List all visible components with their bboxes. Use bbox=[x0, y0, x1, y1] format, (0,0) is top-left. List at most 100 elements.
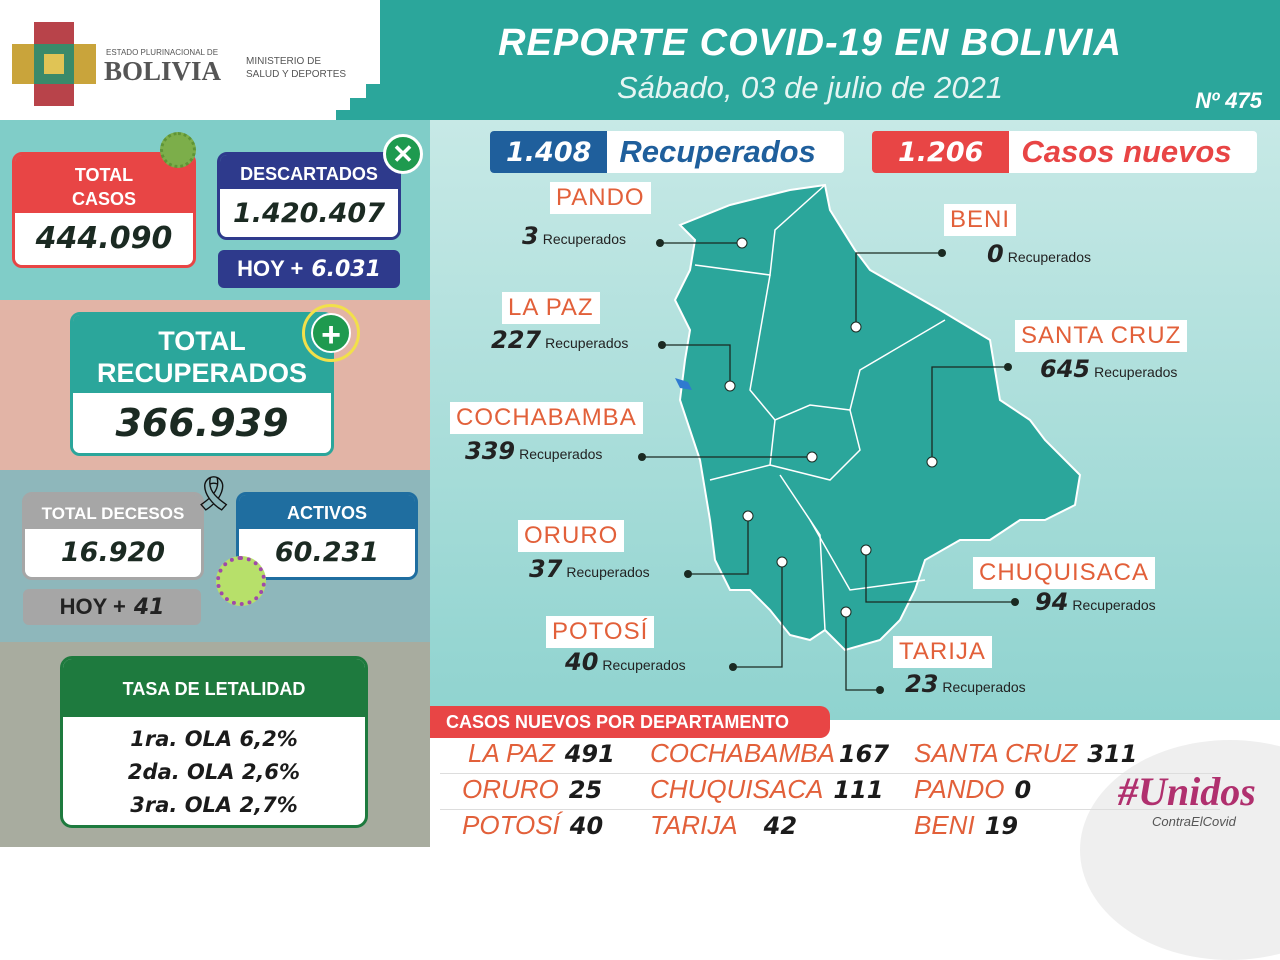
campaign-sub: ContraElCovid bbox=[1152, 814, 1236, 829]
descartados-card: DESCARTADOS 1.420.407 bbox=[217, 152, 401, 240]
bolivia-map bbox=[673, 183, 1082, 652]
activos-label: ACTIVOS bbox=[239, 495, 415, 529]
dept-value: 19 bbox=[984, 812, 1019, 840]
dept-label-potosi: POTOSÍ bbox=[546, 616, 655, 648]
table-cell: POTOSÍ 40 bbox=[462, 810, 603, 841]
letalidad-line: 1ra. OLA 6,2% bbox=[130, 727, 298, 751]
letalidad-card: TASA DE LETALIDAD 1ra. OLA 6,2% 2da. OLA… bbox=[60, 656, 368, 828]
rec-word: Recuperados bbox=[519, 446, 603, 462]
recuperados-badge: 1.408 Recuperados bbox=[490, 131, 844, 173]
rec-value: 339 bbox=[465, 437, 516, 465]
dept-label-chuquisaca: CHUQUISACA bbox=[973, 557, 1156, 589]
table-cell: COCHABAMBA 167 bbox=[650, 738, 889, 769]
total-casos-value: 444.090 bbox=[15, 213, 193, 265]
hoy-value: 6.031 bbox=[311, 256, 381, 282]
casos-nuevos-badge-label: Casos nuevos bbox=[1021, 134, 1232, 169]
total-recuperados-card: TOTAL RECUPERADOS 366.939 bbox=[70, 312, 334, 456]
close-x-icon: ✕ bbox=[383, 134, 423, 174]
rec-value: 37 bbox=[529, 555, 563, 583]
dept-label-pando: PANDO bbox=[550, 182, 651, 214]
dept-label-beni: BENI bbox=[944, 204, 1017, 236]
table-cell: CHUQUISACA 111 bbox=[650, 774, 883, 805]
dept-value: 491 bbox=[564, 740, 615, 768]
decesos-hoy: HOY + 41 bbox=[23, 589, 201, 625]
dept-name: ORURO bbox=[462, 774, 559, 804]
hoy-value: 41 bbox=[133, 594, 165, 620]
total-casos-label2: CASOS bbox=[71, 189, 136, 209]
total-recuperados-label: TOTAL bbox=[158, 326, 246, 356]
total-casos-card: TOTAL CASOS 444.090 bbox=[12, 152, 196, 268]
dept-label-la-paz: LA PAZ bbox=[502, 292, 600, 324]
dept-value: 42 bbox=[763, 812, 798, 840]
logo-small-text: ESTADO PLURINACIONAL DE bbox=[106, 48, 219, 57]
dept-label-tarija: TARIJA bbox=[893, 636, 992, 668]
virus-icon bbox=[160, 132, 196, 168]
bolivia-emblem-icon bbox=[12, 22, 96, 106]
descartados-value: 1.420.407 bbox=[220, 189, 398, 237]
casos-nuevos-title: CASOS NUEVOS POR DEPARTAMENTO bbox=[430, 706, 830, 738]
dept-rec-pando: 3 Recuperados bbox=[522, 222, 626, 250]
hoy-label: HOY + bbox=[59, 594, 126, 619]
letalidad-title: TASA DE LETALIDAD bbox=[63, 659, 365, 717]
rec-word: Recuperados bbox=[942, 679, 1026, 695]
dept-name: SANTA CRUZ bbox=[914, 738, 1078, 768]
dept-name: BENI bbox=[914, 810, 975, 840]
rec-word: Recuperados bbox=[566, 564, 650, 580]
rec-word: Recuperados bbox=[545, 335, 629, 351]
dept-rec-la-paz: 227 Recuperados bbox=[491, 326, 628, 354]
map-shape bbox=[673, 183, 1082, 652]
dept-label-oruro: ORURO bbox=[518, 520, 625, 552]
table-row: LA PAZ 491 COCHABAMBA 167 SANTA CRUZ 311 bbox=[440, 738, 1220, 774]
table-cell: SANTA CRUZ 311 bbox=[914, 738, 1137, 769]
dept-value: 40 bbox=[569, 812, 604, 840]
report-number: Nº 475 bbox=[1195, 88, 1262, 113]
rec-value: 645 bbox=[1040, 355, 1091, 383]
rec-word: Recuperados bbox=[1094, 364, 1178, 380]
dept-label-cochabamba: COCHABAMBA bbox=[450, 402, 643, 434]
table-row: POTOSÍ 40 TARIJA 42 BENI 19 bbox=[440, 810, 1220, 846]
decesos-value: 16.920 bbox=[25, 529, 201, 577]
dept-value: 167 bbox=[838, 740, 890, 768]
letalidad-line: 3ra. OLA 2,7% bbox=[130, 793, 298, 817]
ministry-line1: MINISTERIO DE bbox=[246, 56, 322, 67]
dept-rec-tarija: 23 Recuperados bbox=[905, 670, 1026, 698]
campaign-logo: #Unidos bbox=[1118, 769, 1256, 814]
dept-value: 111 bbox=[833, 776, 884, 804]
dept-rec-beni: 0 Recuperados bbox=[987, 240, 1091, 268]
mourning-ribbon-icon: 🎗 bbox=[192, 475, 236, 513]
dept-name: CHUQUISACA bbox=[650, 774, 824, 804]
recuperados-badge-label: Recuperados bbox=[619, 134, 816, 169]
dept-name: TARIJA bbox=[650, 810, 738, 840]
table-cell: ORURO 25 bbox=[462, 774, 602, 805]
table-cell: TARIJA 42 bbox=[650, 810, 797, 841]
activos-card: ACTIVOS 60.231 bbox=[236, 492, 418, 580]
dept-name: LA PAZ bbox=[468, 738, 555, 768]
dept-rec-santa-cruz: 645 Recuperados bbox=[1040, 355, 1177, 383]
rec-word: Recuperados bbox=[602, 657, 686, 673]
total-recuperados-label2: RECUPERADOS bbox=[96, 358, 308, 388]
dept-value: 25 bbox=[568, 776, 603, 804]
map-leaders bbox=[638, 237, 1019, 694]
hoy-label: HOY + bbox=[237, 256, 304, 281]
recuperados-badge-value: 1.408 bbox=[490, 131, 608, 173]
dept-value: 311 bbox=[1087, 740, 1138, 768]
table-cell: BENI 19 bbox=[914, 810, 1018, 841]
descartados-label: DESCARTADOS bbox=[220, 155, 398, 189]
dept-name: POTOSÍ bbox=[462, 810, 560, 840]
virus-icon bbox=[216, 556, 266, 606]
logo-bolivia-text: BOLIVIA bbox=[104, 56, 222, 86]
rec-value: 3 bbox=[522, 222, 539, 250]
dept-rec-chuquisaca: 94 Recuperados bbox=[1035, 588, 1156, 616]
ministry-line2: SALUD Y DEPORTES bbox=[246, 69, 347, 80]
rec-value: 23 bbox=[905, 670, 939, 698]
rec-value: 94 bbox=[1035, 588, 1069, 616]
rec-word: Recuperados bbox=[542, 231, 626, 247]
table-cell: PANDO 0 bbox=[914, 774, 1031, 805]
dept-rec-potosi: 40 Recuperados bbox=[565, 648, 686, 676]
rec-word: Recuperados bbox=[1072, 597, 1156, 613]
dept-label-santa-cruz: SANTA CRUZ bbox=[1015, 320, 1188, 352]
rec-word: Recuperados bbox=[1007, 249, 1091, 265]
rec-value: 0 bbox=[987, 240, 1004, 268]
plus-icon: + bbox=[302, 304, 360, 362]
letalidad-line: 2da. OLA 2,6% bbox=[127, 760, 301, 784]
